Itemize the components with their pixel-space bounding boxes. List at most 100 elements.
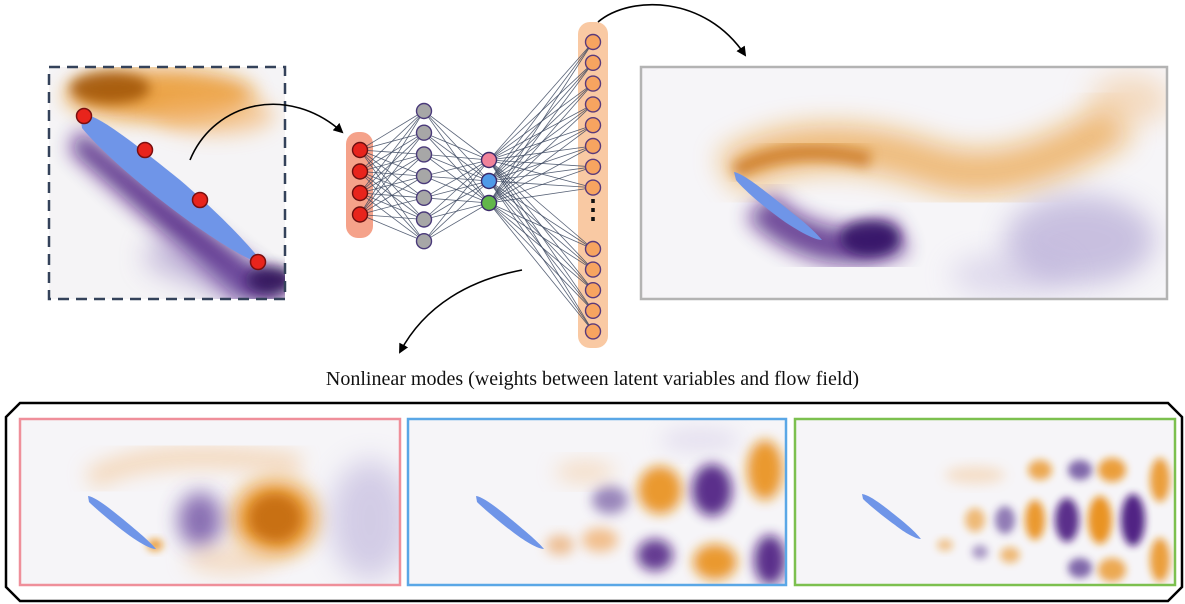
- airfoil-shape: [80, 113, 262, 263]
- edge-latent-output: [488, 41, 594, 182]
- output-node-3: [584, 75, 602, 92]
- edge-hidden-latent: [423, 180, 490, 242]
- edge-latent-output: [488, 166, 594, 204]
- edge-hidden-latent: [423, 159, 490, 220]
- output-node-4: [584, 96, 602, 113]
- hidden-node-2: [415, 124, 433, 141]
- output-node-11: [584, 282, 602, 299]
- edge-latent-output: [488, 62, 594, 204]
- input-node-3: [351, 184, 369, 202]
- edge-input-hidden: [359, 154, 425, 215]
- edge-latent-output: [488, 41, 594, 161]
- edge-latent-output: [488, 180, 594, 188]
- sensor-point-2: [136, 141, 154, 159]
- edge-latent-output: [488, 145, 594, 204]
- edge-latent-output: [488, 187, 594, 204]
- edge-latent-output: [488, 202, 594, 250]
- edge-latent-output: [488, 180, 594, 250]
- edge-input-hidden: [359, 175, 425, 215]
- modes-caption: Nonlinear modes (weights between latent …: [325, 368, 860, 390]
- edge-latent-output: [488, 124, 594, 204]
- output-node-5: [584, 116, 602, 134]
- edge-input-hidden: [359, 110, 425, 151]
- latent-node-2: [480, 172, 498, 190]
- input-node-2: [351, 163, 369, 180]
- edge-input-hidden: [359, 110, 425, 194]
- edge-input-hidden: [359, 132, 425, 215]
- sensor-point-1: [75, 107, 93, 125]
- edge-latent-output: [488, 124, 594, 182]
- edge-hidden-latent: [423, 159, 490, 177]
- hidden-node-7: [415, 232, 433, 250]
- hidden-node-3: [415, 146, 433, 163]
- edge-latent-output: [488, 104, 594, 204]
- output-node-1: [584, 33, 602, 51]
- edge-input-hidden: [359, 214, 425, 242]
- hidden-node-6: [415, 211, 433, 228]
- mode-1-panel: [18, 417, 402, 587]
- sensor-points: [75, 107, 267, 271]
- output-node-8: [584, 179, 602, 196]
- output-node-2: [584, 54, 602, 71]
- output-node-9: [584, 240, 602, 258]
- input-node-1: [351, 141, 369, 159]
- edge-latent-output: [488, 180, 594, 270]
- output-node-12: [584, 302, 602, 319]
- edge-latent-output: [488, 180, 594, 312]
- latent-node-3: [480, 194, 498, 212]
- edge-input-hidden: [359, 214, 425, 220]
- edge-hidden-latent: [423, 202, 490, 242]
- reconstructed-field-panel: [639, 65, 1169, 301]
- mode-1-frame: [18, 417, 402, 587]
- mode-2-airfoil: [476, 496, 544, 549]
- arrow-sensors-to-input: [189, 103, 344, 161]
- hidden-node-4: [415, 167, 433, 185]
- field-frame: [639, 65, 1169, 301]
- output-ellipsis: ⋮: [580, 195, 606, 224]
- edge-latent-output: [488, 180, 594, 332]
- output-node-6: [584, 137, 602, 155]
- mode-2-panel: [406, 417, 788, 587]
- edge-latent-output: [488, 166, 594, 182]
- network-connections: [359, 41, 594, 332]
- network-nodes: [351, 33, 602, 340]
- sensor-view-field: [65, 69, 285, 299]
- latent-node-1: [480, 151, 498, 169]
- hidden-node-1: [415, 102, 433, 120]
- sensor-point-4: [249, 253, 267, 271]
- arrow-output-to-field: [597, 3, 747, 57]
- arrow-weights-to-modes: [399, 269, 523, 354]
- edge-hidden-latent: [423, 110, 490, 161]
- input-node-4: [351, 206, 369, 223]
- edge-latent-output: [488, 202, 594, 270]
- mode-3-panel: [793, 417, 1177, 587]
- output-node-13: [584, 323, 602, 340]
- edge-input-hidden: [359, 110, 425, 172]
- autoencoder-network: ⋮: [346, 22, 608, 348]
- edge-latent-output: [488, 180, 594, 291]
- edge-hidden-latent: [423, 132, 490, 161]
- output-node-10: [584, 261, 602, 278]
- sensor-view-panel: [47, 65, 287, 301]
- edge-latent-output: [488, 41, 594, 204]
- field-vortex-shading: [717, 75, 1167, 297]
- edge-latent-output: [488, 202, 594, 312]
- field-airfoil-shape: [734, 172, 822, 240]
- edge-latent-output: [488, 202, 594, 332]
- edge-input-hidden: [359, 110, 425, 215]
- sensor-view-frame: [47, 65, 287, 301]
- mode-3-frame: [793, 417, 1177, 587]
- edge-latent-output: [488, 83, 594, 204]
- edge-hidden-latent: [423, 159, 490, 199]
- hidden-node-5: [415, 189, 433, 207]
- edge-latent-output: [488, 145, 594, 182]
- output-node-7: [584, 158, 602, 176]
- mode-1-airfoil: [88, 496, 156, 549]
- mode-2-frame: [406, 417, 788, 587]
- sensor-point-3: [191, 191, 209, 209]
- edge-latent-output: [488, 202, 594, 291]
- edge-input-hidden: [359, 197, 425, 215]
- edge-hidden-latent: [423, 154, 490, 161]
- modes-container-frame: [4, 401, 1184, 603]
